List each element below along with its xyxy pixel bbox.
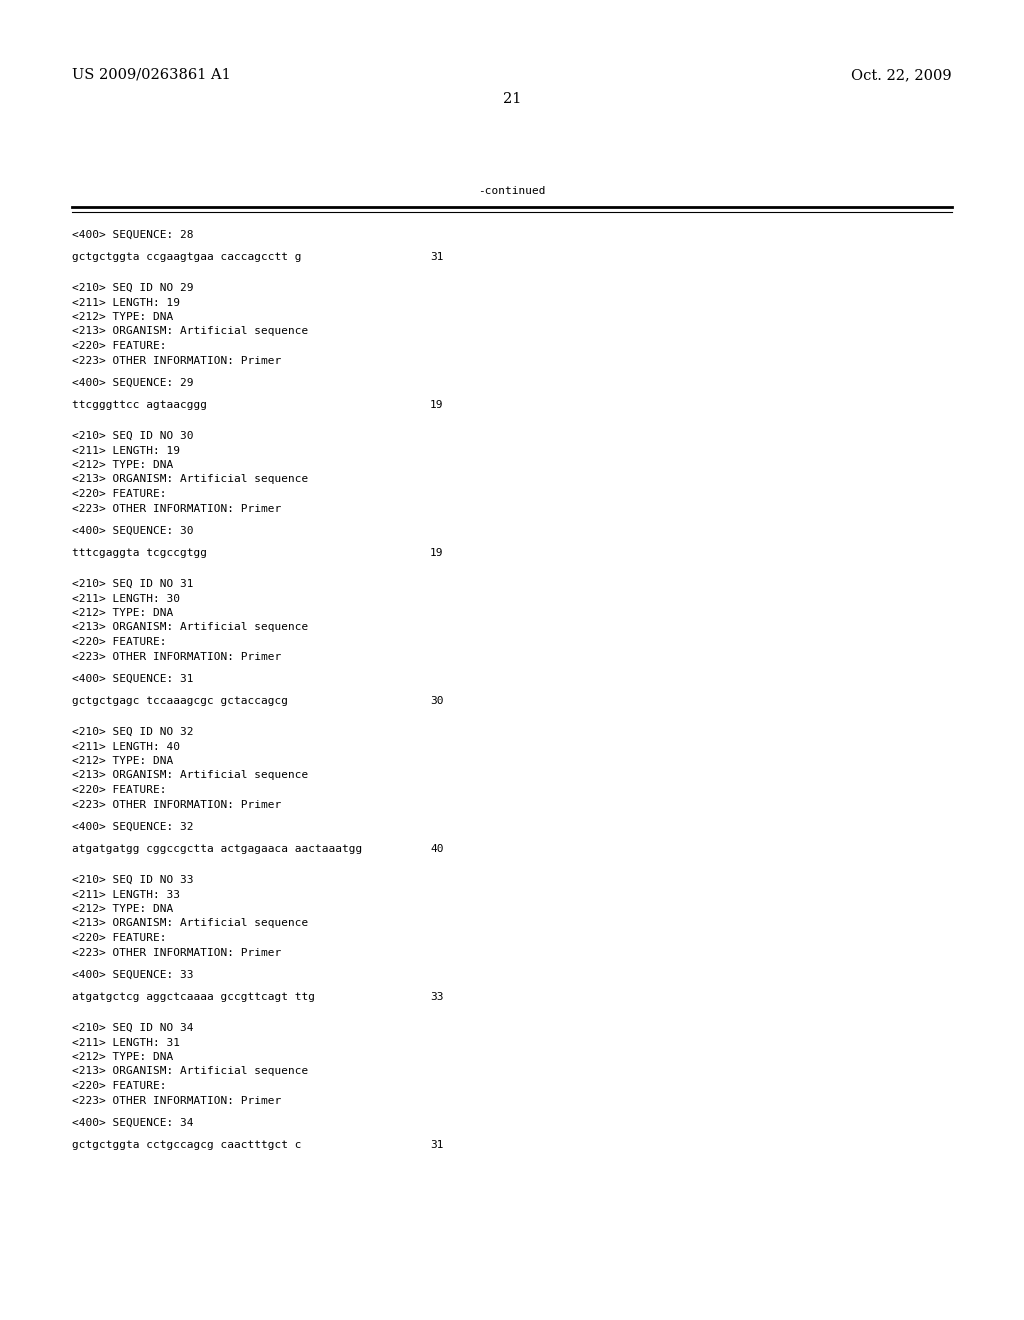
Text: <211> LENGTH: 19: <211> LENGTH: 19: [72, 446, 180, 455]
Text: gctgctgagc tccaaagcgc gctaccagcg: gctgctgagc tccaaagcgc gctaccagcg: [72, 697, 288, 706]
Text: <210> SEQ ID NO 30: <210> SEQ ID NO 30: [72, 432, 194, 441]
Text: <220> FEATURE:: <220> FEATURE:: [72, 638, 167, 647]
Text: <223> OTHER INFORMATION: Primer: <223> OTHER INFORMATION: Primer: [72, 355, 282, 366]
Text: 19: 19: [430, 400, 443, 411]
Text: <220> FEATURE:: <220> FEATURE:: [72, 933, 167, 942]
Text: <210> SEQ ID NO 32: <210> SEQ ID NO 32: [72, 727, 194, 737]
Text: Oct. 22, 2009: Oct. 22, 2009: [851, 69, 952, 82]
Text: atgatgatgg cggccgctta actgagaaca aactaaatgg: atgatgatgg cggccgctta actgagaaca aactaaa…: [72, 845, 362, 854]
Text: <400> SEQUENCE: 30: <400> SEQUENCE: 30: [72, 525, 194, 536]
Text: <213> ORGANISM: Artificial sequence: <213> ORGANISM: Artificial sequence: [72, 623, 308, 632]
Text: <400> SEQUENCE: 28: <400> SEQUENCE: 28: [72, 230, 194, 240]
Text: <212> TYPE: DNA: <212> TYPE: DNA: [72, 904, 173, 913]
Text: 31: 31: [430, 1140, 443, 1151]
Text: <220> FEATURE:: <220> FEATURE:: [72, 1081, 167, 1092]
Text: <400> SEQUENCE: 33: <400> SEQUENCE: 33: [72, 970, 194, 979]
Text: 21: 21: [503, 92, 521, 106]
Text: <213> ORGANISM: Artificial sequence: <213> ORGANISM: Artificial sequence: [72, 1067, 308, 1077]
Text: -continued: -continued: [478, 186, 546, 195]
Text: <211> LENGTH: 31: <211> LENGTH: 31: [72, 1038, 180, 1048]
Text: <212> TYPE: DNA: <212> TYPE: DNA: [72, 459, 173, 470]
Text: <400> SEQUENCE: 34: <400> SEQUENCE: 34: [72, 1118, 194, 1129]
Text: <212> TYPE: DNA: <212> TYPE: DNA: [72, 756, 173, 766]
Text: <213> ORGANISM: Artificial sequence: <213> ORGANISM: Artificial sequence: [72, 919, 308, 928]
Text: ttcgggttcc agtaacggg: ttcgggttcc agtaacggg: [72, 400, 207, 411]
Text: <223> OTHER INFORMATION: Primer: <223> OTHER INFORMATION: Primer: [72, 652, 282, 661]
Text: <220> FEATURE:: <220> FEATURE:: [72, 785, 167, 795]
Text: 31: 31: [430, 252, 443, 263]
Text: <400> SEQUENCE: 32: <400> SEQUENCE: 32: [72, 822, 194, 832]
Text: <210> SEQ ID NO 34: <210> SEQ ID NO 34: [72, 1023, 194, 1034]
Text: <210> SEQ ID NO 31: <210> SEQ ID NO 31: [72, 579, 194, 589]
Text: <220> FEATURE:: <220> FEATURE:: [72, 341, 167, 351]
Text: <211> LENGTH: 33: <211> LENGTH: 33: [72, 890, 180, 899]
Text: <223> OTHER INFORMATION: Primer: <223> OTHER INFORMATION: Primer: [72, 1096, 282, 1106]
Text: <400> SEQUENCE: 29: <400> SEQUENCE: 29: [72, 378, 194, 388]
Text: US 2009/0263861 A1: US 2009/0263861 A1: [72, 69, 230, 82]
Text: <220> FEATURE:: <220> FEATURE:: [72, 488, 167, 499]
Text: <223> OTHER INFORMATION: Primer: <223> OTHER INFORMATION: Primer: [72, 503, 282, 513]
Text: <213> ORGANISM: Artificial sequence: <213> ORGANISM: Artificial sequence: [72, 771, 308, 780]
Text: <211> LENGTH: 40: <211> LENGTH: 40: [72, 742, 180, 751]
Text: <212> TYPE: DNA: <212> TYPE: DNA: [72, 312, 173, 322]
Text: 30: 30: [430, 697, 443, 706]
Text: <212> TYPE: DNA: <212> TYPE: DNA: [72, 609, 173, 618]
Text: <213> ORGANISM: Artificial sequence: <213> ORGANISM: Artificial sequence: [72, 474, 308, 484]
Text: <211> LENGTH: 19: <211> LENGTH: 19: [72, 297, 180, 308]
Text: <223> OTHER INFORMATION: Primer: <223> OTHER INFORMATION: Primer: [72, 800, 282, 809]
Text: <210> SEQ ID NO 29: <210> SEQ ID NO 29: [72, 282, 194, 293]
Text: 19: 19: [430, 549, 443, 558]
Text: <223> OTHER INFORMATION: Primer: <223> OTHER INFORMATION: Primer: [72, 948, 282, 957]
Text: 40: 40: [430, 845, 443, 854]
Text: gctgctggta cctgccagcg caactttgct c: gctgctggta cctgccagcg caactttgct c: [72, 1140, 301, 1151]
Text: <213> ORGANISM: Artificial sequence: <213> ORGANISM: Artificial sequence: [72, 326, 308, 337]
Text: gctgctggta ccgaagtgaa caccagcctt g: gctgctggta ccgaagtgaa caccagcctt g: [72, 252, 301, 263]
Text: atgatgctcg aggctcaaaa gccgttcagt ttg: atgatgctcg aggctcaaaa gccgttcagt ttg: [72, 993, 315, 1002]
Text: <212> TYPE: DNA: <212> TYPE: DNA: [72, 1052, 173, 1063]
Text: <211> LENGTH: 30: <211> LENGTH: 30: [72, 594, 180, 603]
Text: <400> SEQUENCE: 31: <400> SEQUENCE: 31: [72, 675, 194, 684]
Text: tttcgaggta tcgccgtgg: tttcgaggta tcgccgtgg: [72, 549, 207, 558]
Text: 33: 33: [430, 993, 443, 1002]
Text: <210> SEQ ID NO 33: <210> SEQ ID NO 33: [72, 875, 194, 884]
